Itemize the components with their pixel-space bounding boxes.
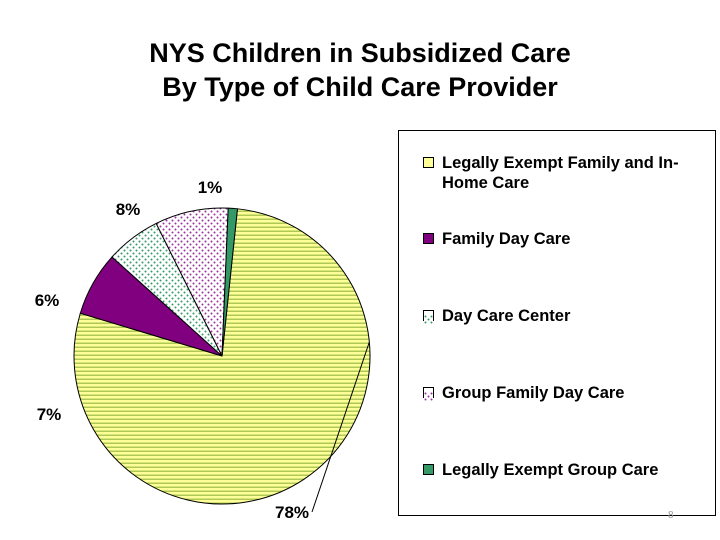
legend-item-family-day-care: Family Day Care xyxy=(423,229,693,249)
legend-item-legally-exempt-family: Legally Exempt Family and In-Home Care xyxy=(423,153,693,193)
legend-swatch-dots-purple xyxy=(424,392,433,401)
legend-swatch-day-care-center xyxy=(423,310,434,324)
data-labels: 78% 7% 6% 8% 1% xyxy=(35,178,309,522)
legend-swatch-group-family-day-care xyxy=(423,387,434,401)
pie-slice-legally-exempt-family-and-in-home-care xyxy=(73,208,371,505)
legend-label-legally-exempt-group: Legally Exempt Group Care xyxy=(442,461,659,479)
legend-item-legally-exempt-group: Legally Exempt Group Care xyxy=(423,460,693,480)
legend: Legally Exempt Family and In-Home Care F… xyxy=(398,130,716,516)
chart-title-line-1: NYS Children in Subsidized Care xyxy=(149,38,571,68)
legend-swatch-family-day-care xyxy=(423,233,434,244)
legend-swatch-legally-exempt-family xyxy=(423,157,434,168)
legend-label-group-family-day-care: Group Family Day Care xyxy=(442,384,625,402)
leader-line-legally-exempt-family-and-in-home-care xyxy=(311,341,370,513)
pie-slice-legally-exempt-group-care xyxy=(221,207,239,357)
legend-label-day-care-center: Day Care Center xyxy=(442,307,571,325)
data-label-legally-exempt-group-care: 1% xyxy=(198,178,223,197)
legend-label-legally-exempt-family: Legally Exempt Family and In-Home Care xyxy=(442,154,679,192)
chart-title-line-2: By Type of Child Care Provider xyxy=(162,72,558,102)
data-label-legally-exempt-family-and-in-home-care: 78% xyxy=(275,503,309,522)
page-number: 8 xyxy=(668,510,674,521)
legend-label-family-day-care: Family Day Care xyxy=(442,230,571,248)
pie-slices xyxy=(73,207,371,505)
data-label-day-care-center: 6% xyxy=(35,291,60,310)
data-label-group-family-day-care: 8% xyxy=(116,200,141,219)
legend-swatch-dots-green xyxy=(424,315,433,324)
data-label-family-day-care: 7% xyxy=(37,405,62,424)
legend-swatch-legally-exempt-group xyxy=(423,464,434,475)
chart-title: NYS Children in Subsidized Care By Type … xyxy=(0,36,720,104)
legend-item-day-care-center: Day Care Center xyxy=(423,306,693,326)
legend-item-group-family-day-care: Group Family Day Care xyxy=(423,383,693,403)
label-leader-lines xyxy=(311,341,370,513)
